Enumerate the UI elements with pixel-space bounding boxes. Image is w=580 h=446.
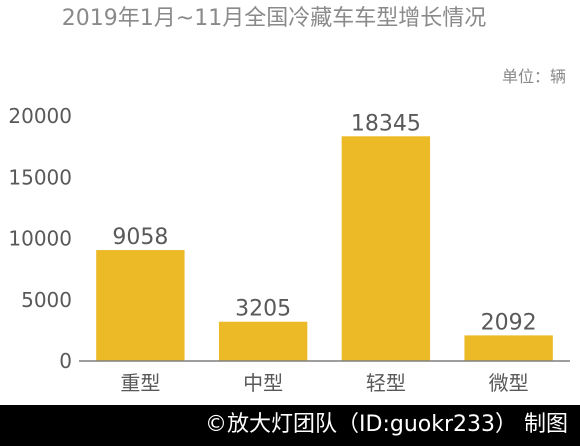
bars xyxy=(96,136,553,361)
y-tick-label: 20000 xyxy=(8,104,72,128)
bar-chart: 2019年1月~11月全国冷藏车车型增长情况 单位：辆 0 5000 10000 15… xyxy=(8,6,570,395)
y-tick-label: 0 xyxy=(59,349,72,373)
bar xyxy=(218,321,308,361)
data-labels: 9058 3205 18345 2092 xyxy=(112,111,536,335)
chart-title: 2019年1月~11月全国冷藏车车型增长情况 xyxy=(62,6,486,31)
y-tick-label: 15000 xyxy=(8,165,72,189)
bar xyxy=(464,335,553,361)
x-tick-label: 中型 xyxy=(243,371,283,395)
bar xyxy=(341,136,431,361)
footer-bar: ©放大灯团队（ID:guokr233） 制图 xyxy=(0,405,580,446)
x-axis: 重型 中型 轻型 微型 xyxy=(120,371,528,395)
y-axis: 0 5000 10000 15000 20000 xyxy=(8,104,72,373)
x-tick-label: 轻型 xyxy=(366,371,406,395)
bar-value-label: 9058 xyxy=(112,225,168,250)
x-tick-label: 重型 xyxy=(120,371,160,395)
bar-value-label: 3205 xyxy=(235,297,291,322)
x-tick-label: 微型 xyxy=(489,371,529,395)
y-tick-label: 10000 xyxy=(8,227,72,251)
bar xyxy=(96,250,185,361)
bar-value-label: 2092 xyxy=(481,310,537,335)
y-tick-label: 5000 xyxy=(21,288,72,312)
unit-label: 单位：辆 xyxy=(502,67,566,86)
bar-value-label: 18345 xyxy=(351,111,421,136)
credit-text: ©放大灯团队（ID:guokr233） 制图 xyxy=(205,412,568,437)
